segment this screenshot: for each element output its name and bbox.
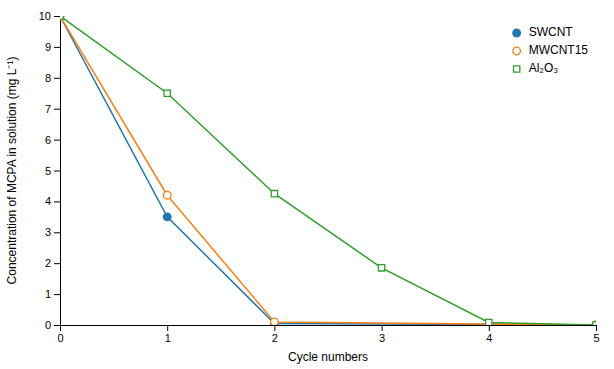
x-tick-mark [596, 325, 597, 331]
y-tick-mark [54, 325, 60, 326]
series-marker [593, 322, 596, 325]
y-tick: 2 [45, 257, 60, 269]
y-tick-label: 9 [45, 41, 51, 53]
x-tick: 1 [165, 325, 171, 344]
y-tick-label: 4 [45, 195, 51, 207]
x-tick-mark [489, 325, 490, 331]
y-tick-label: 5 [45, 165, 51, 177]
x-tick-label: 1 [165, 332, 171, 344]
x-tick-label: 4 [486, 332, 492, 344]
series-marker [163, 191, 171, 199]
x-tick-mark [382, 325, 383, 331]
y-axis: 0 1 2 3 4 5 6 7 8 9 10 [39, 10, 61, 331]
y-tick-label: 1 [45, 288, 51, 300]
y-tick-label: 7 [45, 103, 51, 115]
y-tick-label: 6 [45, 134, 51, 146]
series-marker [163, 213, 171, 221]
plot-area: 0 1 2 3 4 5 0 1 2 3 4 5 6 7 8 9 10 SWCNT MWCNT15 Al₂O₃ [39, 10, 600, 344]
x-tick: 3 [379, 325, 385, 344]
x-tick: 0 [57, 325, 63, 344]
series-line [60, 16, 596, 325]
y-tick: 5 [45, 165, 60, 177]
y-tick-mark [54, 232, 60, 233]
y-tick-label: 2 [45, 257, 51, 269]
legend-label: Al₂O₃ [529, 61, 559, 75]
series-marker [271, 191, 277, 197]
y-tick-label: 0 [45, 319, 51, 331]
x-axis: 0 1 2 3 4 5 [57, 325, 599, 344]
x-tick: 4 [486, 325, 492, 344]
legend-label: SWCNT [529, 25, 574, 39]
legend-symbol [513, 66, 519, 72]
series-marker [164, 90, 170, 96]
x-tick-label: 2 [272, 332, 278, 344]
y-tick: 10 [39, 10, 60, 22]
series-marker [271, 318, 279, 325]
x-tick-label: 3 [379, 332, 385, 344]
y-tick: 8 [45, 72, 60, 84]
x-axis-line [61, 326, 597, 332]
y-tick-label: 8 [45, 72, 51, 84]
series-group [60, 16, 596, 325]
series-marker [592, 321, 596, 325]
y-tick: 3 [45, 226, 60, 238]
x-tick-mark [274, 325, 275, 331]
x-tick: 5 [593, 325, 599, 344]
y-tick: 0 [45, 319, 60, 331]
y-axis-line [54, 17, 61, 326]
y-tick: 9 [45, 41, 60, 53]
y-tick-mark [54, 16, 60, 17]
y-tick-label: 10 [39, 10, 51, 22]
y-tick-mark [54, 109, 60, 110]
y-tick-mark [54, 140, 60, 141]
legend-symbol [513, 29, 521, 37]
series-marker [378, 265, 384, 271]
series-line [60, 16, 596, 325]
y-tick: 6 [45, 134, 60, 146]
series-marker [60, 16, 64, 20]
series-marker [60, 16, 64, 20]
y-axis-title: Concentration of MCPA in solution (mg L⁻… [5, 57, 19, 285]
y-tick: 7 [45, 103, 60, 115]
y-tick-mark [54, 294, 60, 295]
legend-label: MWCNT15 [529, 43, 589, 57]
legend: SWCNT MWCNT15 Al₂O₃ [513, 25, 588, 75]
series-marker [60, 16, 63, 19]
series-line [60, 16, 596, 325]
series-marker [592, 321, 596, 325]
y-tick-mark [54, 201, 60, 202]
x-tick-label: 5 [593, 332, 599, 344]
series-marker [486, 319, 492, 325]
y-tick-mark [54, 171, 60, 172]
x-tick: 2 [272, 325, 278, 344]
y-tick-mark [54, 78, 60, 79]
y-tick: 1 [45, 288, 60, 300]
x-tick-label: 0 [57, 332, 63, 344]
y-tick-mark [54, 263, 60, 264]
legend-symbol [513, 47, 521, 55]
x-axis-title: Cycle numbers [288, 350, 368, 364]
y-tick: 4 [45, 195, 60, 207]
chart: 0 1 2 3 4 5 0 1 2 3 4 5 6 7 8 9 10 SWCNT MWCNT15 Al₂O₃ Cycle… [0, 0, 614, 369]
y-tick-label: 3 [45, 226, 51, 238]
y-tick-mark [54, 47, 60, 48]
x-tick-mark [167, 325, 168, 331]
